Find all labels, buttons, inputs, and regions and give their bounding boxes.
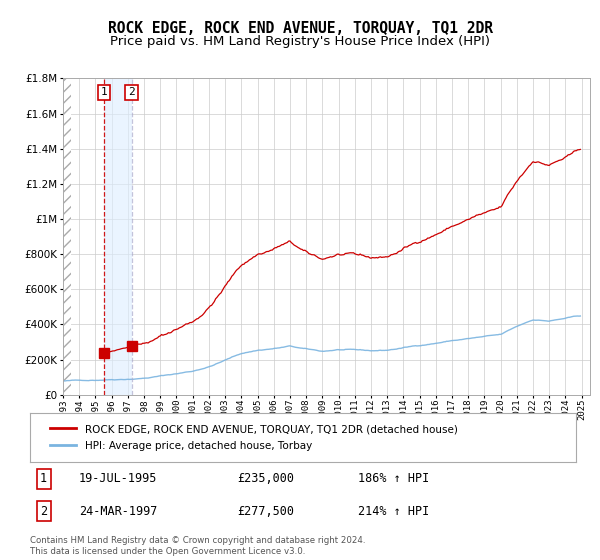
- Text: 24-MAR-1997: 24-MAR-1997: [79, 505, 158, 517]
- Text: 2: 2: [40, 505, 47, 517]
- Text: 19-JUL-1995: 19-JUL-1995: [79, 473, 158, 486]
- Text: £277,500: £277,500: [238, 505, 295, 517]
- Text: 186% ↑ HPI: 186% ↑ HPI: [358, 473, 429, 486]
- Text: 1: 1: [40, 473, 47, 486]
- Text: Price paid vs. HM Land Registry's House Price Index (HPI): Price paid vs. HM Land Registry's House …: [110, 35, 490, 48]
- Text: 1: 1: [101, 87, 107, 97]
- Text: ROCK EDGE, ROCK END AVENUE, TORQUAY, TQ1 2DR: ROCK EDGE, ROCK END AVENUE, TORQUAY, TQ1…: [107, 21, 493, 36]
- Text: Contains HM Land Registry data © Crown copyright and database right 2024.
This d: Contains HM Land Registry data © Crown c…: [30, 536, 365, 556]
- Text: 2: 2: [128, 87, 135, 97]
- Bar: [63, 78, 71, 395]
- Text: £235,000: £235,000: [238, 473, 295, 486]
- Text: 214% ↑ HPI: 214% ↑ HPI: [358, 505, 429, 517]
- Legend: ROCK EDGE, ROCK END AVENUE, TORQUAY, TQ1 2DR (detached house), HPI: Average pric: ROCK EDGE, ROCK END AVENUE, TORQUAY, TQ1…: [46, 420, 462, 455]
- Bar: [104, 78, 131, 395]
